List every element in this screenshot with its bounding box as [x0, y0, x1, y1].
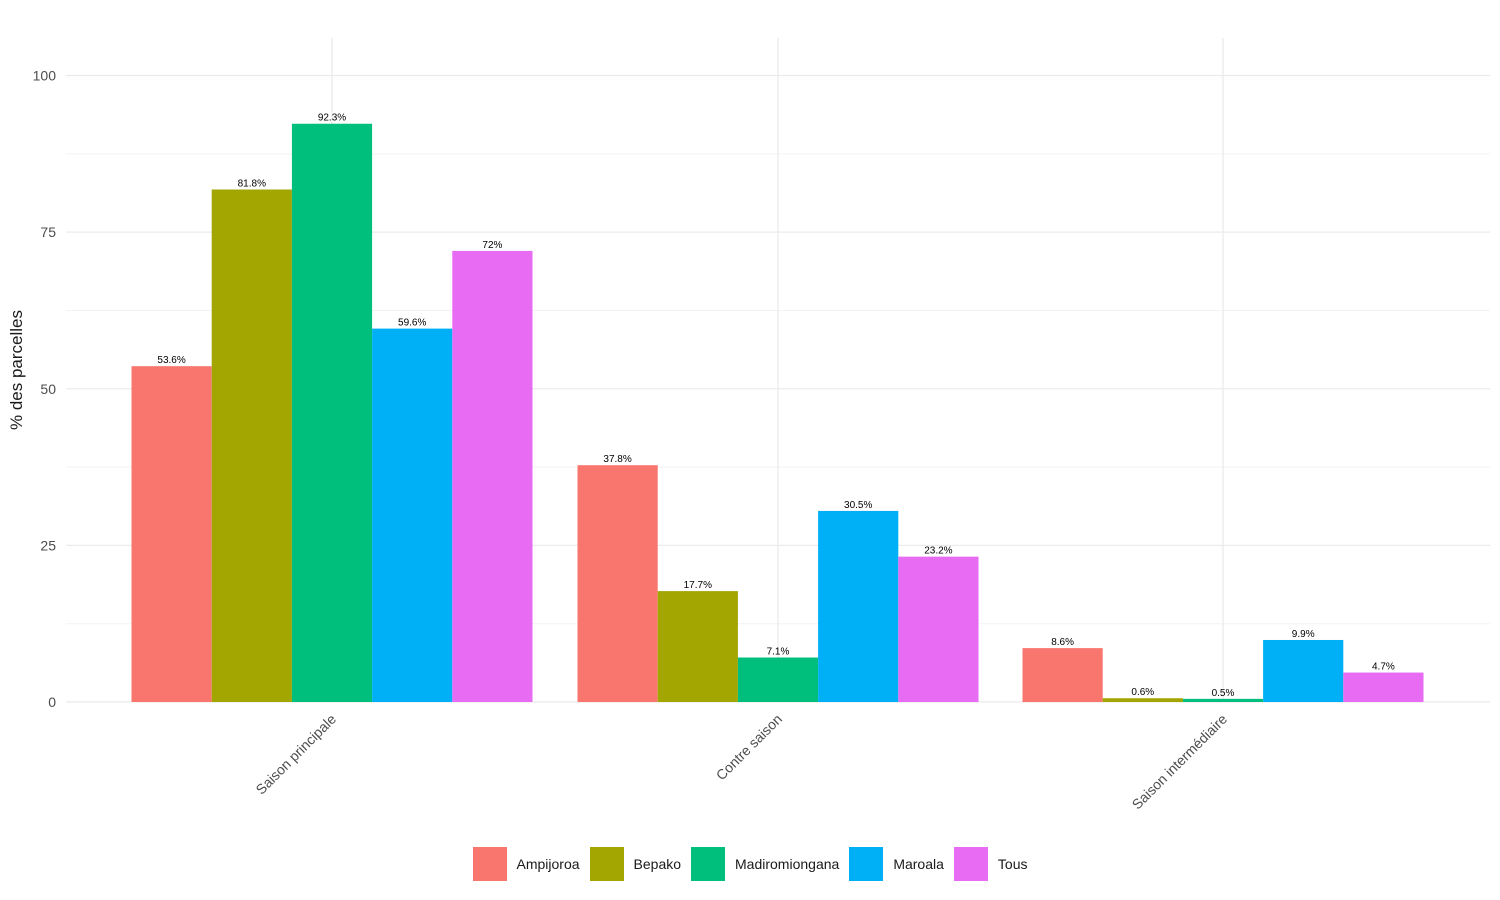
- legend-swatch: [953, 847, 988, 881]
- data-label: 81.8%: [238, 179, 266, 190]
- data-label: 59.6%: [398, 318, 426, 329]
- y-tick-label: 100: [33, 68, 57, 84]
- x-tick-label: Saison intermédiaire: [1129, 711, 1231, 813]
- bar: [577, 465, 658, 702]
- data-label: 23.2%: [924, 546, 952, 557]
- data-label: 72%: [482, 240, 502, 251]
- data-label: 8.6%: [1051, 637, 1074, 648]
- x-tick-label: Saison principale: [252, 711, 339, 798]
- bar: [1343, 672, 1424, 702]
- data-label: 0.6%: [1131, 687, 1154, 698]
- y-tick-label: 50: [40, 381, 56, 397]
- bar: [131, 366, 212, 702]
- bar: [818, 510, 899, 702]
- data-label: 17.7%: [684, 580, 712, 591]
- legend-item: Tous: [953, 847, 1028, 881]
- y-axis: 0 25 50 75 100: [33, 68, 57, 711]
- bar: [657, 591, 738, 702]
- bars: [131, 123, 1424, 703]
- bar: [1263, 639, 1344, 702]
- bar: [211, 189, 292, 702]
- data-labels: 53.6% 81.8% 92.3% 59.6% 72% 37.8% 17.7% 7.1% 30.…: [157, 113, 1394, 699]
- data-label: 7.1%: [767, 647, 790, 658]
- x-tick-label: Contre saison: [713, 711, 785, 783]
- legend-label: Ampijoroa: [516, 856, 580, 872]
- data-label: 92.3%: [318, 113, 346, 124]
- data-label: 9.9%: [1292, 629, 1315, 640]
- y-tick-label: 75: [40, 224, 56, 240]
- y-axis-title: % des parcelles: [7, 310, 26, 430]
- legend-label: Tous: [997, 856, 1028, 872]
- data-label: 0.5%: [1212, 688, 1235, 699]
- data-label: 30.5%: [844, 500, 872, 511]
- bar: [898, 556, 979, 702]
- bar: [1102, 698, 1183, 702]
- bar: [452, 250, 533, 703]
- bar: [1182, 698, 1264, 702]
- x-axis: Saison principale Contre saison Saison int…: [252, 711, 1230, 813]
- legend-item: Ampijoroa: [472, 847, 580, 881]
- legend: Ampijoroa Bepako Madiromiongana Maroala Tous: [0, 845, 1500, 883]
- bar: [1022, 648, 1103, 702]
- legend-label: Maroala: [893, 856, 944, 872]
- legend-item: Bepako: [589, 847, 682, 881]
- legend-item: Madiromiongana: [691, 847, 839, 881]
- legend-label: Madiromiongana: [735, 856, 840, 872]
- bar-chart: 53.6% 81.8% 92.3% 59.6% 72% 37.8% 17.7% 7.1% 30.…: [7, 38, 1490, 813]
- bar: [372, 328, 453, 702]
- legend-item: Maroala: [849, 847, 944, 881]
- legend-swatch: [472, 847, 507, 881]
- legend-swatch: [589, 847, 624, 881]
- y-tick-label: 25: [40, 537, 56, 553]
- legend-label: Bepako: [633, 856, 682, 872]
- legend-swatch: [691, 847, 726, 881]
- bar: [737, 657, 819, 702]
- data-label: 53.6%: [157, 355, 185, 366]
- bar: [291, 123, 373, 703]
- data-label: 37.8%: [603, 454, 631, 465]
- legend-swatch: [849, 847, 884, 881]
- data-label: 4.7%: [1372, 662, 1395, 673]
- y-tick-label: 0: [48, 694, 56, 710]
